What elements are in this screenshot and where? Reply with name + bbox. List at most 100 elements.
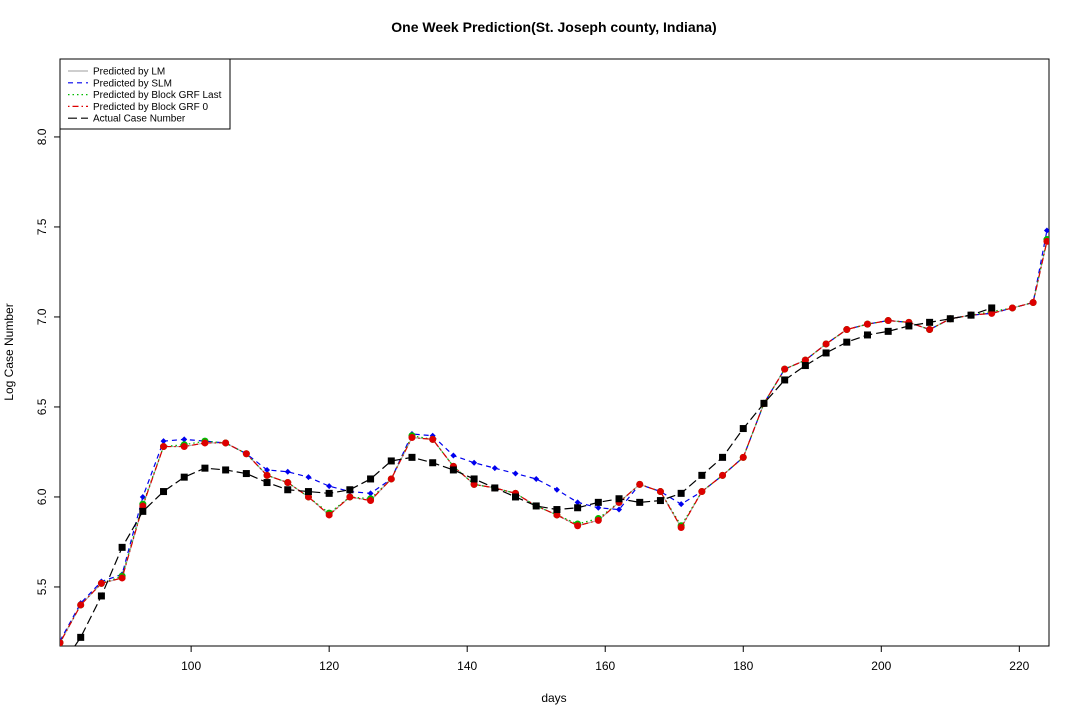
point bbox=[118, 574, 126, 582]
y-tick-label: 6.5 bbox=[35, 398, 49, 415]
point bbox=[698, 471, 706, 479]
point bbox=[574, 522, 582, 530]
point bbox=[636, 480, 644, 488]
point bbox=[471, 459, 478, 466]
point bbox=[470, 475, 478, 483]
point bbox=[781, 376, 789, 384]
point bbox=[264, 466, 271, 473]
point bbox=[284, 468, 291, 475]
point bbox=[77, 601, 85, 609]
x-tick-label: 160 bbox=[595, 659, 615, 673]
x-axis-label: days bbox=[541, 691, 566, 705]
point bbox=[594, 498, 602, 506]
point bbox=[905, 322, 913, 330]
point bbox=[801, 356, 809, 364]
point bbox=[222, 466, 230, 474]
point bbox=[325, 489, 333, 497]
x-tick-label: 140 bbox=[457, 659, 477, 673]
point bbox=[242, 470, 250, 478]
legend-label: Predicted by Block GRF 0 bbox=[93, 102, 208, 113]
point bbox=[139, 507, 147, 515]
point bbox=[284, 479, 292, 487]
y-axis-label: Log Case Number bbox=[2, 303, 16, 400]
point bbox=[305, 474, 312, 481]
point bbox=[304, 493, 312, 501]
point bbox=[367, 497, 375, 505]
point bbox=[595, 504, 602, 511]
point bbox=[677, 489, 685, 497]
legend-label: Actual Case Number bbox=[93, 114, 186, 125]
point bbox=[201, 439, 209, 447]
point bbox=[843, 326, 851, 334]
point bbox=[760, 399, 768, 407]
x-tick-label: 200 bbox=[871, 659, 891, 673]
point bbox=[719, 453, 727, 461]
x-tick-label: 220 bbox=[1009, 659, 1029, 673]
point bbox=[512, 493, 520, 501]
point bbox=[739, 425, 747, 433]
point bbox=[491, 465, 498, 472]
point bbox=[1008, 304, 1016, 312]
point bbox=[801, 362, 809, 370]
point bbox=[678, 501, 685, 508]
point bbox=[884, 317, 892, 325]
point bbox=[926, 318, 934, 326]
point bbox=[180, 473, 188, 481]
legend-box bbox=[59, 58, 231, 130]
point bbox=[284, 486, 292, 494]
point bbox=[553, 486, 560, 493]
point bbox=[574, 504, 582, 512]
point bbox=[533, 475, 540, 482]
plot-area bbox=[60, 227, 1049, 646]
y-tick-label: 8.0 bbox=[35, 128, 49, 145]
point bbox=[512, 470, 519, 477]
point bbox=[118, 543, 126, 551]
point bbox=[574, 499, 581, 506]
point bbox=[450, 452, 457, 459]
point bbox=[822, 340, 830, 348]
point bbox=[988, 304, 996, 312]
point bbox=[160, 488, 168, 496]
point bbox=[719, 471, 727, 479]
point bbox=[325, 511, 333, 519]
legend-label: Predicted by LM bbox=[93, 67, 165, 78]
series-line bbox=[60, 230, 1048, 642]
point bbox=[1043, 227, 1049, 234]
point bbox=[429, 459, 437, 467]
point bbox=[926, 326, 934, 334]
point bbox=[1029, 299, 1037, 307]
plot-frame bbox=[59, 58, 1050, 647]
point bbox=[553, 506, 561, 514]
point bbox=[594, 516, 602, 524]
point bbox=[367, 475, 375, 483]
point bbox=[781, 365, 789, 373]
point bbox=[429, 435, 437, 443]
point bbox=[1043, 237, 1049, 245]
x-tick-label: 180 bbox=[733, 659, 753, 673]
point bbox=[470, 480, 478, 488]
point bbox=[180, 443, 188, 451]
point bbox=[263, 471, 271, 479]
point bbox=[408, 453, 416, 461]
point bbox=[946, 315, 954, 323]
point bbox=[304, 488, 312, 496]
y-tick-label: 7.5 bbox=[35, 218, 49, 235]
point bbox=[97, 592, 105, 600]
point bbox=[863, 331, 871, 339]
y-tick-label: 6.0 bbox=[35, 488, 49, 505]
point bbox=[884, 327, 892, 335]
point bbox=[822, 349, 830, 357]
y-tick-label: 5.5 bbox=[35, 578, 49, 595]
point bbox=[863, 320, 871, 328]
point bbox=[60, 639, 64, 646]
point bbox=[367, 490, 374, 497]
series-line bbox=[74, 307, 992, 646]
legend-label: Predicted by SLM bbox=[93, 78, 172, 89]
point bbox=[739, 453, 747, 461]
point bbox=[387, 457, 395, 465]
point bbox=[160, 443, 168, 451]
x-tick-label: 100 bbox=[181, 659, 201, 673]
point bbox=[408, 434, 416, 442]
point bbox=[656, 497, 664, 505]
point bbox=[843, 338, 851, 346]
